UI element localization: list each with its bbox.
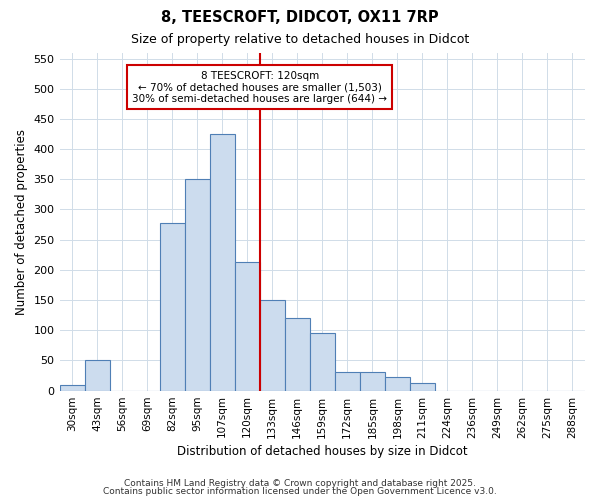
Bar bbox=[410, 384, 435, 390]
X-axis label: Distribution of detached houses by size in Didcot: Distribution of detached houses by size … bbox=[177, 444, 467, 458]
Bar bbox=[235, 262, 260, 390]
Bar bbox=[209, 134, 235, 390]
Bar bbox=[310, 333, 335, 390]
Bar bbox=[185, 180, 209, 390]
Text: 8 TEESCROFT: 120sqm
← 70% of detached houses are smaller (1,503)
30% of semi-det: 8 TEESCROFT: 120sqm ← 70% of detached ho… bbox=[132, 70, 387, 104]
Bar bbox=[85, 360, 110, 390]
Bar bbox=[285, 318, 310, 390]
Bar bbox=[260, 300, 285, 390]
Text: 8, TEESCROFT, DIDCOT, OX11 7RP: 8, TEESCROFT, DIDCOT, OX11 7RP bbox=[161, 10, 439, 25]
Text: Size of property relative to detached houses in Didcot: Size of property relative to detached ho… bbox=[131, 32, 469, 46]
Bar bbox=[59, 384, 85, 390]
Bar bbox=[385, 378, 410, 390]
Bar bbox=[335, 372, 360, 390]
Text: Contains HM Land Registry data © Crown copyright and database right 2025.: Contains HM Land Registry data © Crown c… bbox=[124, 478, 476, 488]
Bar bbox=[160, 222, 185, 390]
Text: Contains public sector information licensed under the Open Government Licence v3: Contains public sector information licen… bbox=[103, 487, 497, 496]
Y-axis label: Number of detached properties: Number of detached properties bbox=[15, 128, 28, 314]
Bar bbox=[360, 372, 385, 390]
